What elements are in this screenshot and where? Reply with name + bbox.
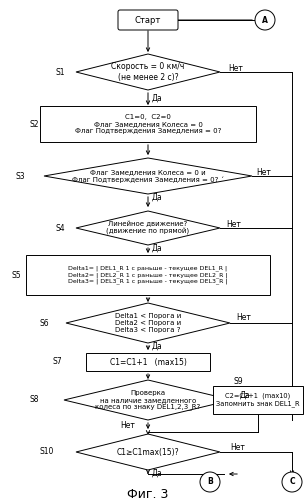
Text: S9: S9 — [233, 378, 243, 387]
Text: Да: Да — [152, 244, 163, 252]
Text: Флаг Замедления Колеса = 0 и
Флаг Подтверждения Замедления = 0? ´: Флаг Замедления Колеса = 0 и Флаг Подтве… — [72, 169, 224, 183]
Circle shape — [200, 472, 220, 492]
Text: Нет: Нет — [226, 220, 241, 229]
Text: S4: S4 — [55, 224, 65, 233]
Polygon shape — [76, 211, 220, 245]
Polygon shape — [76, 54, 220, 90]
Text: Да: Да — [152, 469, 163, 478]
Text: S7: S7 — [52, 357, 62, 366]
Text: Скорость = 0 км/ч
(не менее 2 с)?: Скорость = 0 км/ч (не менее 2 с)? — [111, 62, 185, 82]
Text: Да: Да — [152, 341, 163, 350]
FancyBboxPatch shape — [118, 10, 178, 30]
Text: В: В — [207, 478, 213, 487]
Circle shape — [282, 472, 302, 492]
Text: A: A — [262, 15, 268, 24]
Text: Да: Да — [152, 93, 163, 102]
Text: S8: S8 — [30, 396, 40, 405]
Text: Проверка
на наличие замедленного
колеса по знаку DEL1,2,3_R?: Проверка на наличие замедленного колеса … — [95, 390, 201, 410]
Text: S6: S6 — [40, 318, 50, 327]
Text: Delta1= | DEL1_R 1 с раньше - текущее DEL1_R |
Delta2= | DEL2_R 1 с раньше - тек: Delta1= | DEL1_R 1 с раньше - текущее DE… — [68, 265, 228, 284]
Text: С: С — [289, 478, 295, 487]
Text: Старт: Старт — [135, 15, 161, 24]
Text: S2: S2 — [30, 119, 40, 129]
Text: C1=0,  C2=0
Флаг Замедления Колеса = 0
Флаг Подтверждения Замедления = 0?: C1=0, C2=0 Флаг Замедления Колеса = 0 Фл… — [75, 114, 221, 134]
Text: S10: S10 — [40, 448, 54, 457]
Bar — [40, 106, 256, 142]
Bar — [213, 386, 303, 414]
Polygon shape — [64, 380, 232, 420]
Bar — [86, 353, 210, 371]
Circle shape — [255, 10, 275, 30]
Bar — [26, 255, 270, 295]
Text: Нет: Нет — [120, 422, 135, 431]
Text: Нет: Нет — [228, 63, 243, 72]
Text: Да: Да — [240, 391, 251, 400]
Polygon shape — [76, 434, 220, 470]
Polygon shape — [66, 303, 230, 343]
Text: S5: S5 — [12, 270, 21, 279]
Text: Delta1 < Порога и
Delta2 < Порога и
Delta3 < Порога ?: Delta1 < Порога и Delta2 < Порога и Delt… — [115, 313, 181, 333]
Text: Нет: Нет — [256, 168, 271, 177]
Text: Линейное движение?
(движение по прямой): Линейное движение? (движение по прямой) — [107, 221, 189, 236]
Text: C1=C1+1   (max15): C1=C1+1 (max15) — [110, 357, 186, 366]
Polygon shape — [44, 158, 252, 194]
Text: Да: Да — [152, 193, 163, 202]
Text: S1: S1 — [55, 67, 64, 76]
Text: Нет: Нет — [236, 313, 251, 322]
Text: Фиг. 3: Фиг. 3 — [127, 488, 169, 499]
Text: Нет: Нет — [230, 443, 245, 452]
Text: C1≥C1max(15)?: C1≥C1max(15)? — [117, 448, 179, 457]
Text: C2=C2+1  (max10)
Запомнить знак DEL1_R: C2=C2+1 (max10) Запомнить знак DEL1_R — [216, 393, 300, 407]
Text: S3: S3 — [15, 172, 25, 181]
